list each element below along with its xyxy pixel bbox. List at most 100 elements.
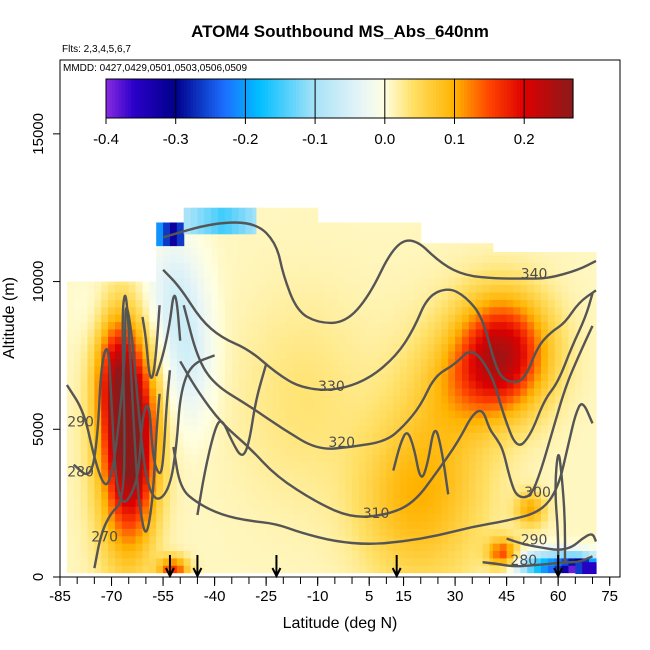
heatmap-cell (66, 314, 75, 323)
heatmap-cell (506, 284, 515, 293)
heatmap-cell (314, 410, 319, 419)
heatmap-cell (252, 447, 260, 455)
heatmap-cell (73, 314, 82, 323)
heatmap-cell (273, 454, 281, 463)
heatmap-cell (393, 402, 401, 411)
colorbar-segment (432, 79, 437, 118)
heatmap-cell (554, 417, 563, 426)
heatmap-cell (94, 528, 102, 537)
heatmap-cell (169, 358, 178, 367)
heatmap-cell (135, 535, 144, 544)
heatmap-cell (379, 269, 387, 278)
heatmap-cell (211, 395, 219, 404)
heatmap-cell (393, 373, 401, 382)
heatmap-cell (506, 528, 515, 537)
heatmap-cell (66, 550, 75, 559)
colorbar-segment (202, 79, 207, 118)
heatmap-cell (379, 402, 387, 411)
heatmap-cell (434, 469, 442, 478)
heatmap-cell (197, 410, 205, 419)
colorbar-segment (218, 79, 222, 118)
heatmap-cell (238, 402, 247, 411)
heatmap-cell (386, 520, 394, 529)
heatmap-cell (513, 387, 521, 396)
heatmap-cell (427, 461, 436, 470)
heatmap-cell (238, 291, 247, 300)
heatmap-cell (238, 247, 247, 256)
heatmap-cell (393, 550, 401, 559)
heatmap-cell (468, 557, 477, 566)
heatmap-cell (224, 207, 233, 235)
heatmap-cell (427, 402, 436, 411)
heatmap-cell (286, 343, 295, 352)
heatmap-cell (372, 498, 381, 507)
heatmap-cell (489, 321, 494, 330)
heatmap-cell (317, 410, 326, 419)
x-axis: -85 -70 -55 -40 -25 -10 5 15 30 45 60 75 (49, 577, 618, 605)
heatmap-cell (80, 432, 89, 441)
heatmap-cell (540, 498, 549, 507)
heatmap-cell (448, 513, 456, 522)
colorbar-segment (330, 79, 334, 118)
heatmap-cell (455, 277, 463, 286)
heatmap-cell (204, 410, 212, 419)
heatmap-cell (455, 351, 463, 359)
heatmap-cell (279, 469, 288, 478)
heatmap-cell (492, 380, 501, 389)
heatmap-cell (427, 454, 436, 463)
heatmap-cell (259, 424, 267, 433)
heatmap-cell (114, 543, 123, 552)
heatmap-cell (149, 402, 157, 411)
heatmap-cell (589, 410, 597, 419)
contour-label: 280 (67, 465, 94, 481)
heatmap-cell (400, 328, 408, 337)
heatmap-cell (427, 243, 436, 249)
heatmap-cell (135, 306, 144, 315)
heatmap-cell (279, 240, 288, 249)
heatmap-cell (365, 417, 374, 426)
heatmap-cell (300, 432, 308, 441)
heatmap-cell (108, 336, 116, 345)
heatmap-cell (482, 299, 491, 308)
heatmap-cell (266, 207, 274, 212)
heatmap-cell (534, 565, 542, 574)
heatmap-cell (499, 328, 508, 337)
heatmap-cell (420, 498, 429, 507)
heatmap-cell (266, 520, 274, 529)
heatmap-cell (534, 358, 542, 367)
colorbar-segment (389, 79, 394, 118)
heatmap-cell (307, 402, 315, 411)
heatmap-cell (238, 528, 247, 537)
heatmap-cell (372, 491, 381, 500)
heatmap-cell (128, 314, 137, 323)
heatmap-cell (338, 373, 346, 382)
heatmap-cell (420, 328, 429, 337)
heatmap-cell (307, 454, 315, 463)
heatmap-cell (413, 454, 422, 463)
heatmap-cell (393, 314, 401, 323)
heatmap-cell (114, 336, 123, 345)
heatmap-cell (87, 299, 95, 308)
heatmap-cell (80, 491, 89, 500)
heatmap-cell (492, 432, 501, 441)
heatmap-cell (314, 565, 319, 574)
heatmap-cell (547, 461, 556, 470)
heatmap-cell (338, 336, 346, 345)
heatmap-cell (482, 513, 491, 522)
heatmap-cell (400, 291, 408, 300)
heatmap-cell (568, 299, 576, 308)
heatmap-cell (190, 269, 199, 278)
heatmap-cell (520, 550, 528, 559)
heatmap-cell (211, 550, 219, 559)
heatmap-cell (300, 557, 308, 566)
heatmap-cell (434, 410, 442, 419)
heatmap-cell (273, 498, 281, 507)
heatmap-cell (365, 284, 374, 293)
heatmap-cell (80, 402, 89, 411)
heatmap-cell (121, 417, 130, 426)
heatmap-cell (121, 387, 130, 396)
heatmap-cell (135, 380, 144, 389)
heatmap-cell (142, 565, 150, 574)
heatmap-cell (420, 351, 429, 359)
heatmap-cell (413, 262, 422, 271)
